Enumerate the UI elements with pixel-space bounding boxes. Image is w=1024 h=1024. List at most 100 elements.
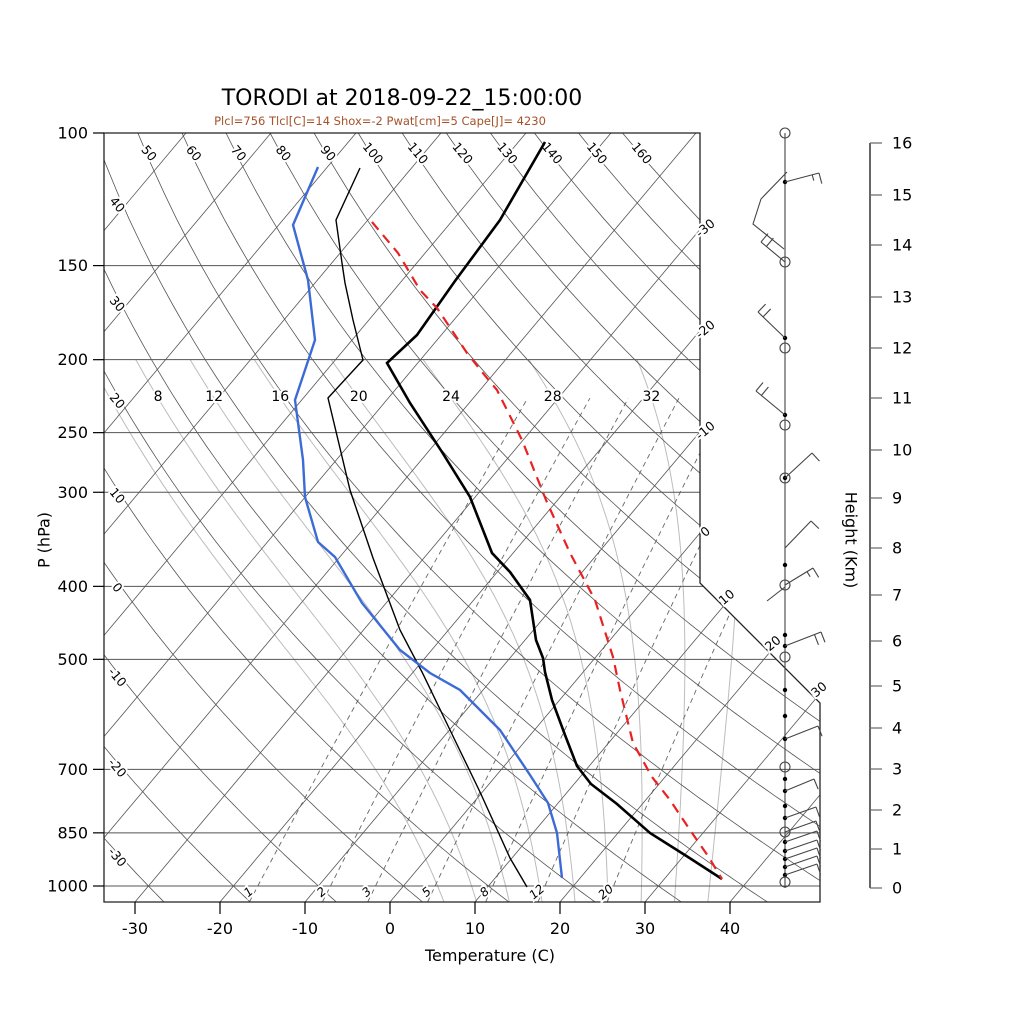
wind-barb-staff (784, 631, 822, 647)
height-tick-label: 13 (892, 288, 912, 307)
isotherm (104, 133, 612, 902)
wind-barb-feather (815, 806, 821, 818)
dry-adiabat (137, 133, 820, 902)
wind-barb-staff (784, 855, 818, 868)
mixing-ratio-label: 20 (595, 881, 616, 902)
isotherm (134, 133, 782, 902)
wind-barb-staff (784, 847, 818, 860)
height-tick-label: 11 (892, 389, 912, 408)
wind-barb-staff (760, 241, 786, 263)
mixing-ratio-line (485, 397, 729, 902)
wind-barb-feather (812, 567, 820, 578)
isotherm-label-diagonal: 20 (762, 632, 784, 654)
mixing-ratio-label: 12 (526, 882, 547, 903)
wind-barb-feather (816, 855, 822, 867)
wind-barb-feather (760, 386, 769, 396)
wind-barb-feather (820, 631, 826, 643)
dewpoint-curve (291, 166, 564, 879)
pressure-tick-label: 850 (57, 823, 88, 842)
dry-adiabat (622, 133, 820, 902)
moist-adiabat (528, 359, 643, 902)
isotherm (104, 133, 697, 902)
wet-bulb-curve (327, 167, 528, 888)
dry-adiabat-label-top: 150 (584, 139, 611, 167)
wind-barb-feather (762, 308, 772, 318)
temperature-curve (385, 141, 723, 881)
isotherm (104, 133, 187, 902)
dry-adiabat-label-left: 10 (107, 485, 129, 507)
parcel-curve (371, 221, 723, 880)
pressure-tick-label: 150 (57, 256, 88, 275)
isotherm (389, 133, 820, 902)
mixing-ratio-line (249, 397, 528, 902)
dry-adiabat-label-left: 0 (109, 580, 126, 596)
height-tick-label: 4 (892, 719, 902, 738)
dry-adiabat (269, 133, 820, 902)
moist-adiabat (422, 359, 609, 902)
wind-barb-staff (784, 830, 818, 843)
dry-adiabat (490, 133, 820, 902)
wind-barb-feather (815, 820, 821, 832)
moist-adiabat-label: 32 (642, 389, 660, 405)
moist-adiabat-label: 20 (350, 389, 368, 405)
isotherm (644, 133, 820, 902)
height-tick-label: 15 (892, 186, 912, 205)
wind-barb-feather (816, 847, 822, 859)
wind-level-circle (779, 342, 791, 354)
x-axis-label: Temperature (C) (424, 946, 556, 965)
moist-adiabat (189, 359, 510, 902)
pressure-tick-label: 500 (57, 650, 88, 669)
wind-barb-staff (784, 520, 812, 549)
isotherm (104, 133, 527, 902)
pressure-tick-label: 200 (57, 350, 88, 369)
wind-barb-feather (811, 452, 820, 462)
dry-adiabat (534, 133, 820, 902)
isotherm (729, 133, 820, 902)
wind-barb-staff (784, 452, 813, 479)
wind-level-dot (782, 687, 788, 693)
wind-barb-feather (813, 778, 819, 790)
sounding-curves (291, 141, 723, 888)
wind-level-circle (779, 256, 791, 268)
pressure-tick-label: 250 (57, 423, 88, 442)
temperature-tick-label: 30 (635, 919, 655, 938)
isotherm-label-right: -20 (692, 317, 717, 342)
isotherm (0, 133, 16, 902)
height-tick-label: 10 (892, 441, 912, 460)
dry-adiabat-label-top: 100 (360, 139, 387, 167)
wind-barb-staff (784, 172, 820, 183)
mixing-ratio-line (606, 398, 820, 902)
wind-barb-staff (784, 863, 818, 876)
temperature-tick-label: -10 (292, 919, 318, 938)
dry-adiabat-label-left: 40 (107, 194, 129, 216)
isotherm-label-right: -10 (692, 418, 717, 443)
mixing-ratio-line (367, 397, 629, 902)
dry-adiabat (104, 133, 337, 902)
moist-adiabat-label: 24 (442, 389, 460, 405)
wind-barb-staff (784, 839, 818, 852)
dry-adiabat-label-top: 160 (629, 139, 656, 167)
wind-barb-feather (818, 172, 823, 184)
temperature-tick-label: 0 (385, 919, 395, 938)
height-tick-label: 2 (892, 801, 902, 820)
dry-adiabat (104, 133, 596, 902)
wind-barb-feather (817, 725, 823, 737)
dry-adiabat-label-left: -20 (105, 755, 130, 780)
dry-adiabat-label-top: 60 (183, 142, 205, 164)
chart-subtitle: Plcl=756 Tlcl[C]=14 Shox=-2 Pwat[cm]=5 C… (214, 114, 546, 128)
mixing-ratio-line (321, 397, 591, 902)
wind-barb-feather (816, 839, 822, 851)
height-tick-label: 14 (892, 236, 912, 255)
dry-adiabat-label-top: 90 (318, 142, 340, 164)
wind-barb-staff (755, 390, 786, 416)
isotherm (104, 133, 442, 902)
wind-barb-staff (784, 778, 815, 792)
wind-barb-staff (784, 820, 817, 833)
plot-area (0, 133, 820, 902)
wind-level-dot (782, 803, 788, 809)
wind-level-circle (779, 761, 791, 773)
dry-adiabat (578, 133, 820, 902)
wind-barb-staff (757, 311, 786, 339)
